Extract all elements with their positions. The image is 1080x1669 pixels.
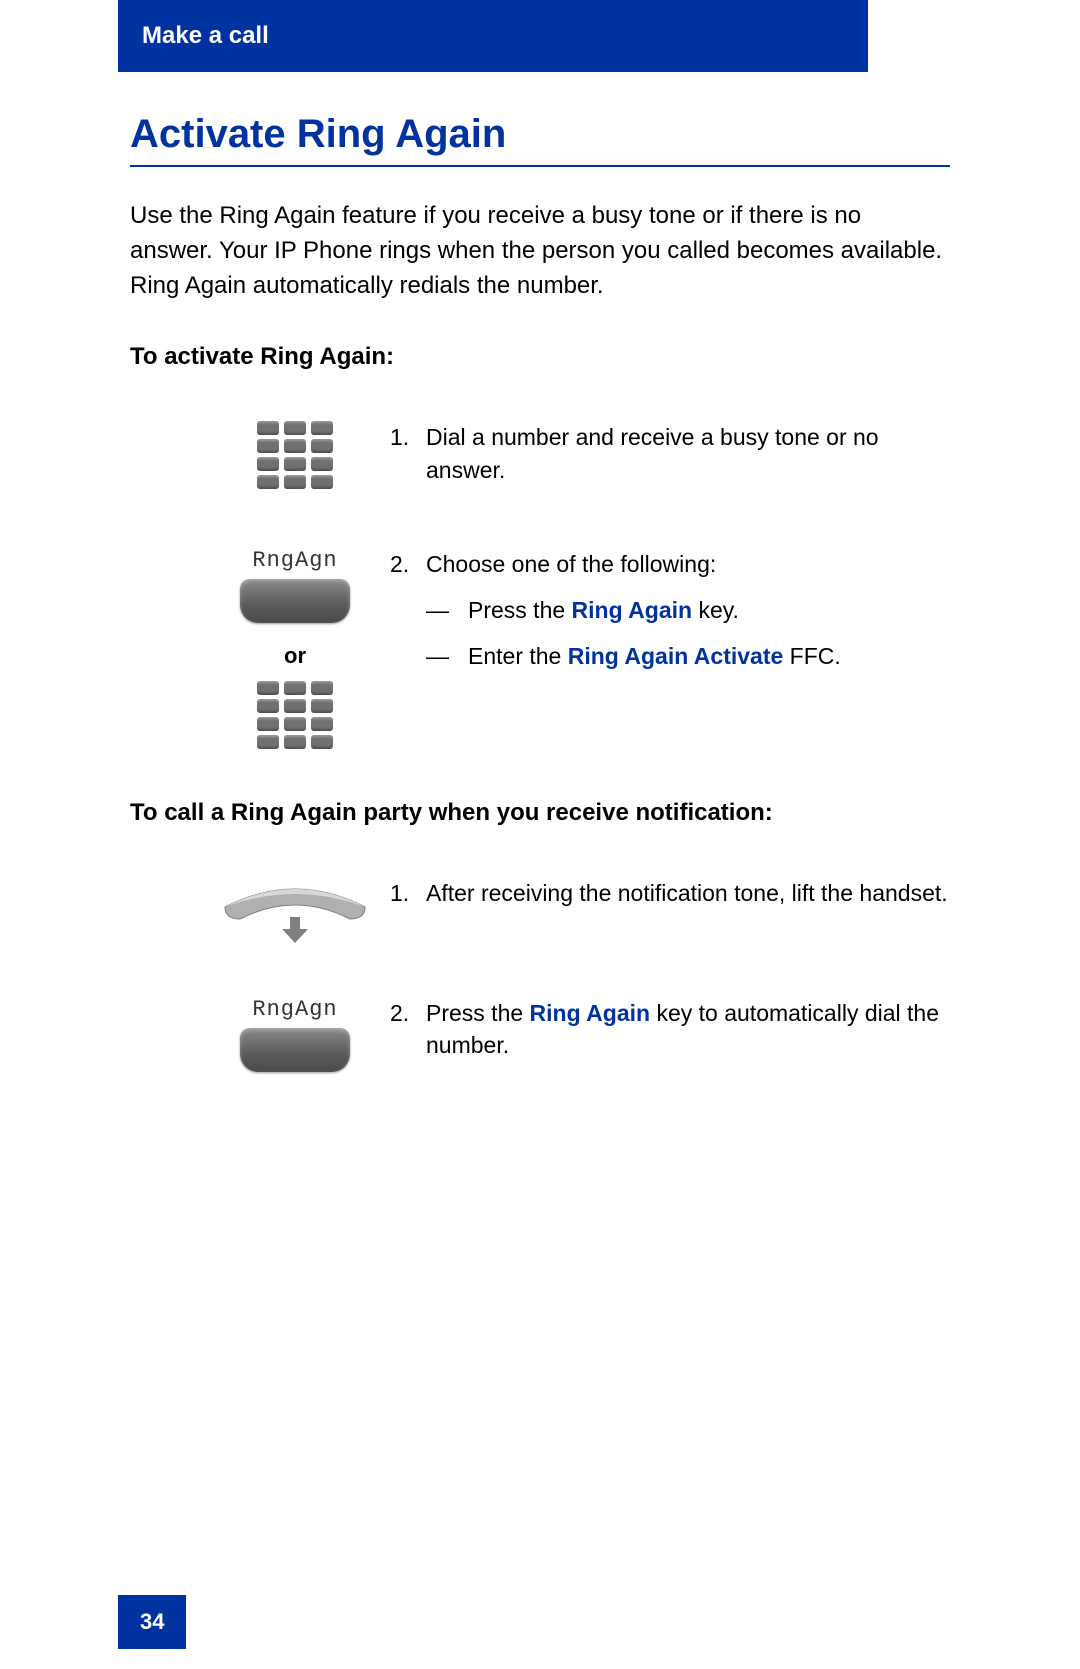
keypad-icon bbox=[257, 421, 333, 489]
section1-step1: 1. Dial a number and receive a busy tone… bbox=[390, 421, 950, 485]
section2-step1: 1. After receiving the notification tone… bbox=[390, 877, 950, 909]
section2-step2-row: RngAgn 2. Press the Ring Again key to au… bbox=[130, 997, 950, 1082]
step-number: 2. bbox=[390, 997, 426, 1061]
section2-heading: To call a Ring Again party when you rece… bbox=[130, 799, 950, 827]
step-number: 2. bbox=[390, 548, 426, 580]
or-text: or bbox=[284, 643, 306, 669]
softkey-col: RngAgn bbox=[130, 997, 390, 1082]
softkey-label: RngAgn bbox=[252, 548, 337, 573]
dash: — bbox=[426, 594, 468, 626]
step-text: Choose one of the following: bbox=[426, 548, 716, 580]
page-number: 34 bbox=[118, 1595, 186, 1649]
page-footer: 34 bbox=[118, 1595, 186, 1649]
softkey-label: RngAgn bbox=[252, 997, 337, 1022]
opt-text: Enter the Ring Again Activate FFC. bbox=[468, 640, 841, 672]
keypad-icon-col bbox=[130, 421, 390, 489]
ring-again-activate-label: Ring Again Activate bbox=[568, 643, 784, 669]
ring-again-key-label: Ring Again bbox=[572, 597, 693, 623]
keypad-icon bbox=[257, 681, 333, 749]
handset-icon-col bbox=[130, 877, 390, 947]
opt-text: Press the Ring Again key. bbox=[468, 594, 739, 626]
section2-step1-row: 1. After receiving the notification tone… bbox=[130, 877, 950, 947]
section2-step2: 2. Press the Ring Again key to automatic… bbox=[390, 997, 950, 1061]
step-text: After receiving the notification tone, l… bbox=[426, 877, 948, 909]
section1-step2: 2. Choose one of the following: bbox=[390, 548, 950, 580]
section1-step2-row: RngAgn or 2. Choose one of the following… bbox=[130, 548, 950, 749]
section1-step2-opt2: — Enter the Ring Again Activate FFC. bbox=[390, 640, 950, 672]
section1-step2-opt1: — Press the Ring Again key. bbox=[390, 594, 950, 626]
softkey-or-keypad-col: RngAgn or bbox=[130, 548, 390, 749]
page-title: Activate Ring Again bbox=[130, 112, 950, 167]
ring-again-key-label: Ring Again bbox=[530, 1000, 651, 1026]
intro-paragraph: Use the Ring Again feature if you receiv… bbox=[130, 199, 950, 303]
step-text: Press the Ring Again key to automaticall… bbox=[426, 997, 950, 1061]
step-number: 1. bbox=[390, 877, 426, 909]
softkey-icon bbox=[240, 1028, 350, 1072]
step-text: Dial a number and receive a busy tone or… bbox=[426, 421, 950, 485]
softkey-icon bbox=[240, 579, 350, 623]
section-header: Make a call bbox=[118, 0, 868, 72]
lift-handset-icon bbox=[210, 877, 380, 947]
section1-step1-row: 1. Dial a number and receive a busy tone… bbox=[130, 421, 950, 497]
section-header-text: Make a call bbox=[142, 22, 269, 49]
step-number: 1. bbox=[390, 421, 426, 485]
section1-heading: To activate Ring Again: bbox=[130, 343, 950, 371]
dash: — bbox=[426, 640, 468, 672]
